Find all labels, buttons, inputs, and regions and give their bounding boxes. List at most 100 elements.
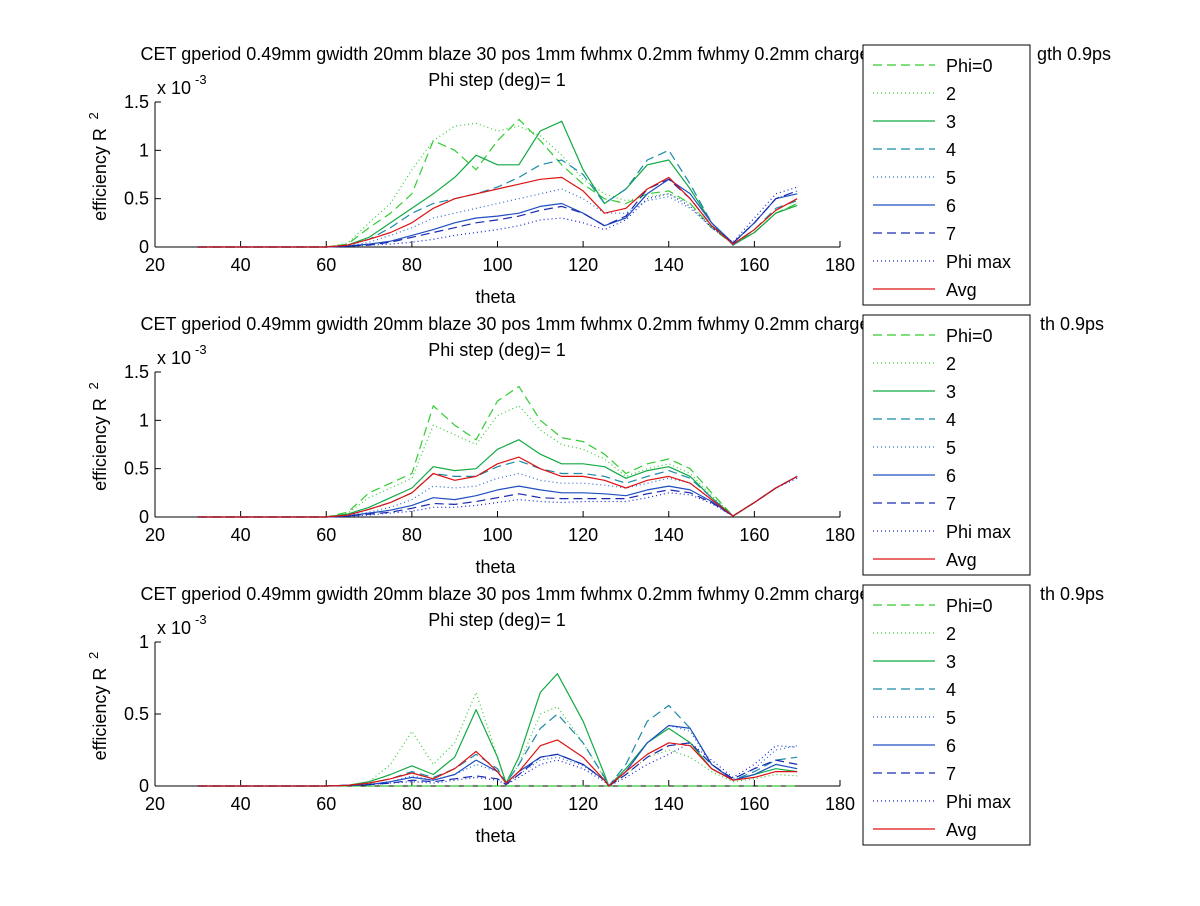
y-exponent-label: x 10 bbox=[157, 618, 191, 638]
subplot-title: CET gperiod 0.49mm gwidth 20mm blaze 30 … bbox=[141, 44, 895, 64]
series-line-phi-0 bbox=[197, 118, 798, 248]
x-tick-label: 80 bbox=[402, 525, 422, 545]
subplot-title-tail: th 0.9ps bbox=[1040, 314, 1104, 334]
y-tick-label: 1 bbox=[139, 632, 149, 652]
series-line-6 bbox=[197, 724, 798, 787]
legend-entry-label: 6 bbox=[946, 196, 956, 216]
legend-entry-label: Phi=0 bbox=[946, 326, 993, 346]
x-tick-label: 40 bbox=[231, 525, 251, 545]
legend-entry-label: Phi max bbox=[946, 252, 1011, 272]
x-axis-label: theta bbox=[475, 287, 516, 307]
y-tick-label: 0 bbox=[139, 776, 149, 796]
y-tick-label: 0.5 bbox=[124, 189, 149, 209]
legend-box bbox=[862, 44, 1031, 306]
x-tick-label: 60 bbox=[316, 255, 336, 275]
legend: Phi=0 2 3 4 5 6 7 Phi max Avg bbox=[862, 44, 1031, 306]
x-tick-label: 180 bbox=[825, 255, 855, 275]
series-line-5 bbox=[197, 188, 798, 248]
subplot-1: CET gperiod 0.49mm gwidth 20mm blaze 30 … bbox=[86, 44, 1111, 307]
series-line-2 bbox=[197, 405, 798, 518]
subplot-subtitle: Phi step (deg)= 1 bbox=[428, 70, 566, 90]
legend-entry-label: 5 bbox=[946, 438, 956, 458]
x-tick-label: 80 bbox=[402, 794, 422, 814]
x-axis-label: theta bbox=[475, 826, 516, 846]
y-exponent-label: x 10 bbox=[157, 348, 191, 368]
legend-box bbox=[862, 314, 1031, 576]
legend-entry-label: Avg bbox=[946, 280, 977, 300]
x-tick-label: 20 bbox=[145, 255, 165, 275]
x-tick-label: 180 bbox=[825, 525, 855, 545]
legend-entry-label: 2 bbox=[946, 354, 956, 374]
subplot-title: CET gperiod 0.49mm gwidth 20mm blaze 30 … bbox=[141, 314, 895, 334]
x-tick-label: 20 bbox=[145, 525, 165, 545]
y-axis-label-group: efficiency R 2 bbox=[86, 652, 110, 761]
x-tick-label: 180 bbox=[825, 794, 855, 814]
subplot-2: CET gperiod 0.49mm gwidth 20mm blaze 30 … bbox=[86, 314, 1104, 577]
series-line-2 bbox=[197, 122, 798, 248]
x-tick-label: 100 bbox=[482, 525, 512, 545]
y-exponent-power: -3 bbox=[195, 612, 207, 627]
legend-entry-label: 6 bbox=[946, 736, 956, 756]
y-axis-label: efficiency R bbox=[90, 398, 110, 491]
y-tick-label: 0.5 bbox=[124, 704, 149, 724]
legend-entry-label: 5 bbox=[946, 708, 956, 728]
subplot-3: CET gperiod 0.49mm gwidth 20mm blaze 30 … bbox=[86, 584, 1104, 846]
subplot-title-tail: gth 0.9ps bbox=[1037, 44, 1111, 64]
x-axis-label: theta bbox=[475, 557, 516, 577]
legend-entry-label: 7 bbox=[946, 764, 956, 784]
x-tick-label: 40 bbox=[231, 255, 251, 275]
series-line-phi-max bbox=[197, 742, 798, 787]
series-line-4 bbox=[197, 704, 798, 787]
legend-entry-label: 2 bbox=[946, 624, 956, 644]
subplot-title: CET gperiod 0.49mm gwidth 20mm blaze 30 … bbox=[141, 584, 895, 604]
series-line-avg bbox=[197, 456, 798, 518]
y-axis-label-sup: 2 bbox=[86, 112, 101, 119]
y-exponent-label: x 10 bbox=[157, 78, 191, 98]
legend-entry-label: 7 bbox=[946, 494, 956, 514]
legend-entry-label: 6 bbox=[946, 466, 956, 486]
x-tick-label: 120 bbox=[568, 794, 598, 814]
x-tick-label: 40 bbox=[231, 794, 251, 814]
legend-entry-label: 5 bbox=[946, 168, 956, 188]
series-line-avg bbox=[197, 739, 798, 787]
x-tick-label: 120 bbox=[568, 525, 598, 545]
y-tick-label: 0 bbox=[139, 237, 149, 257]
x-tick-label: 160 bbox=[739, 525, 769, 545]
series-line-phi-0 bbox=[197, 385, 798, 518]
subplot-subtitle: Phi step (deg)= 1 bbox=[428, 610, 566, 630]
x-tick-label: 80 bbox=[402, 255, 422, 275]
y-exponent-power: -3 bbox=[195, 342, 207, 357]
legend-entry-label: Avg bbox=[946, 550, 977, 570]
legend-entry-label: 3 bbox=[946, 652, 956, 672]
y-exponent-power: -3 bbox=[195, 72, 207, 87]
legend-entry-label: Phi=0 bbox=[946, 56, 993, 76]
series-line-avg bbox=[197, 176, 798, 248]
series-line-6 bbox=[197, 475, 798, 518]
legend-box bbox=[862, 584, 1031, 846]
series-line-6 bbox=[197, 178, 798, 248]
y-tick-label: 1.5 bbox=[124, 92, 149, 112]
series-line-4 bbox=[197, 460, 798, 518]
legend-entry-label: Phi max bbox=[946, 792, 1011, 812]
legend-entry-label: Phi=0 bbox=[946, 596, 993, 616]
series-line-3 bbox=[197, 439, 798, 518]
x-tick-label: 100 bbox=[482, 255, 512, 275]
legend-entry-label: Phi max bbox=[946, 522, 1011, 542]
legend-entry-label: 4 bbox=[946, 410, 956, 430]
y-tick-label: 0.5 bbox=[124, 459, 149, 479]
series-line-5 bbox=[197, 472, 798, 518]
legend-entry-label: Avg bbox=[946, 820, 977, 840]
x-tick-label: 20 bbox=[145, 794, 165, 814]
y-tick-label: 0 bbox=[139, 507, 149, 527]
y-axis-label-sup: 2 bbox=[86, 382, 101, 389]
legend-entry-label: 3 bbox=[946, 112, 956, 132]
y-axis-label: efficiency R bbox=[90, 128, 110, 221]
y-tick-label: 1.5 bbox=[124, 362, 149, 382]
legend-entry-label: 3 bbox=[946, 382, 956, 402]
x-tick-label: 160 bbox=[739, 794, 769, 814]
series-line-7 bbox=[197, 475, 798, 518]
legend-entry-label: 4 bbox=[946, 140, 956, 160]
legend-entry-label: 2 bbox=[946, 84, 956, 104]
